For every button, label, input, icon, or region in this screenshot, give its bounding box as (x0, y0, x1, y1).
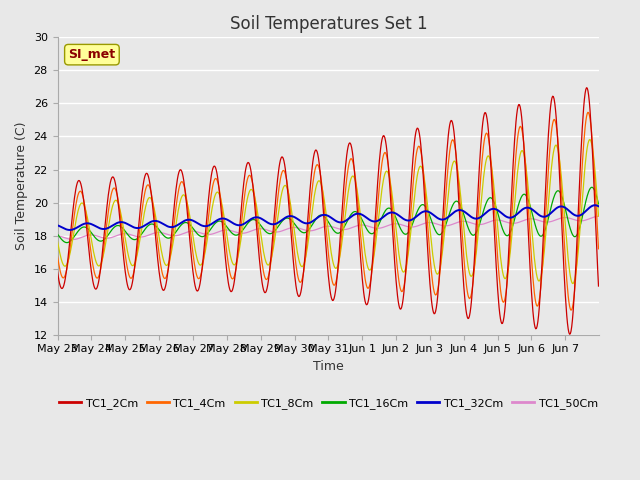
X-axis label: Time: Time (313, 360, 344, 373)
Text: SI_met: SI_met (68, 48, 115, 61)
Legend: TC1_2Cm, TC1_4Cm, TC1_8Cm, TC1_16Cm, TC1_32Cm, TC1_50Cm: TC1_2Cm, TC1_4Cm, TC1_8Cm, TC1_16Cm, TC1… (54, 394, 602, 414)
Y-axis label: Soil Temperature (C): Soil Temperature (C) (15, 122, 28, 250)
Title: Soil Temperatures Set 1: Soil Temperatures Set 1 (230, 15, 427, 33)
